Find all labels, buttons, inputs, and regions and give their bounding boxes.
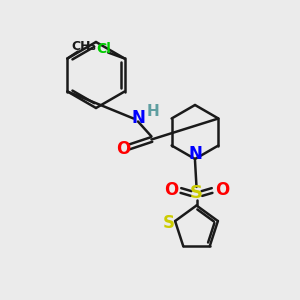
Text: O: O — [116, 140, 130, 158]
Text: O: O — [164, 181, 178, 199]
Text: S: S — [163, 214, 175, 232]
Text: CH₃: CH₃ — [71, 40, 96, 53]
Text: H: H — [147, 103, 159, 118]
Text: O: O — [215, 181, 229, 199]
Text: N: N — [189, 145, 202, 163]
Text: N: N — [131, 109, 145, 127]
Text: S: S — [190, 184, 203, 202]
Text: Cl: Cl — [97, 43, 112, 56]
